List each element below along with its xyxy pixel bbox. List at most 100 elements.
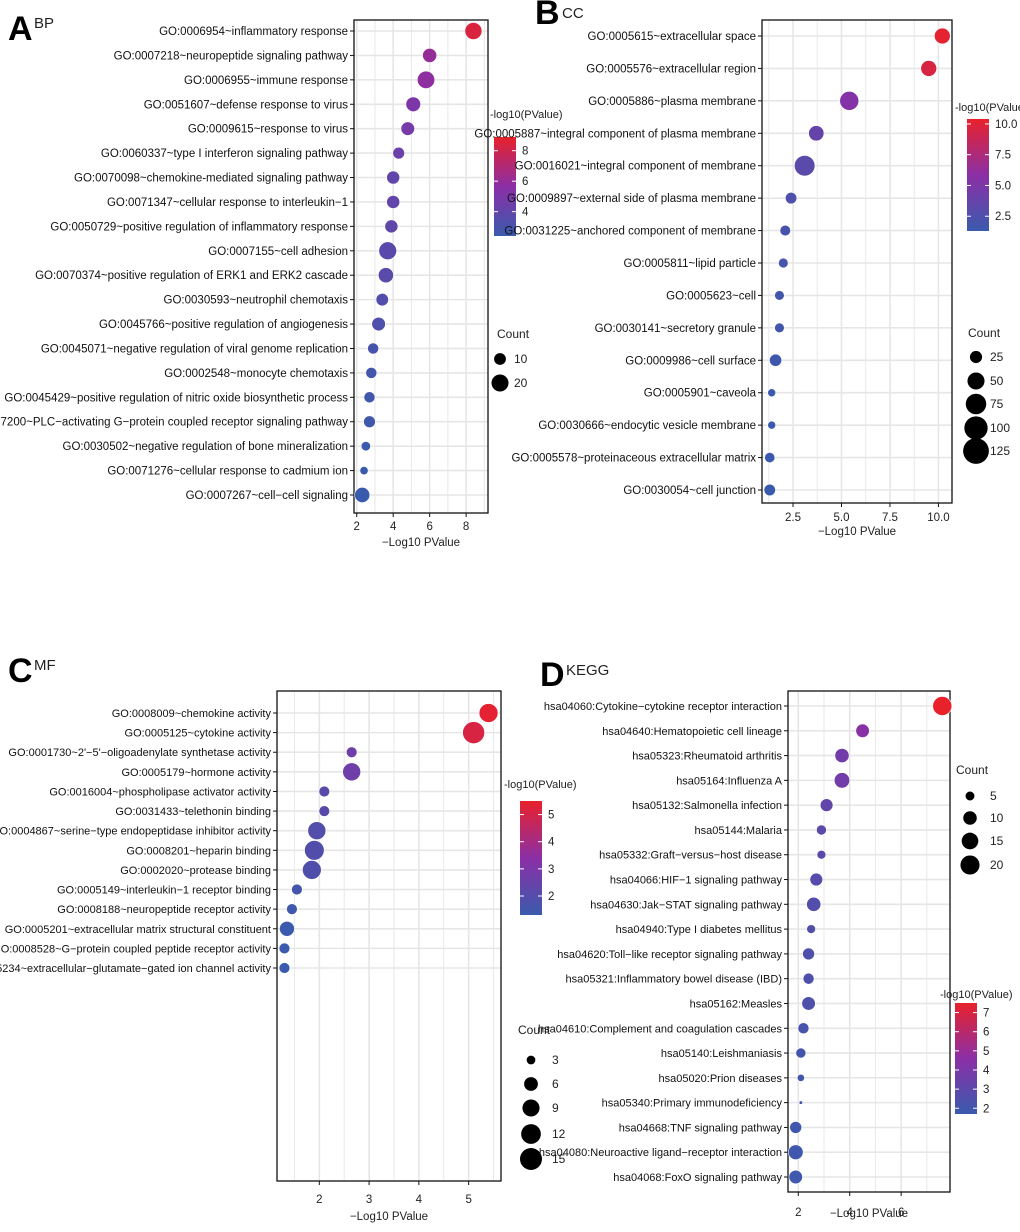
- data-point: [801, 996, 816, 1011]
- size-legend-dot: [967, 372, 985, 390]
- data-point: [462, 721, 485, 744]
- plot-area: [788, 691, 950, 1192]
- color-legend-title: -log10(PValue): [490, 109, 563, 121]
- x-tick-label: 6: [898, 1207, 904, 1219]
- panel-letter: B: [535, 0, 560, 32]
- term-label: hsa04630:Jak−STAT signaling pathway: [590, 899, 782, 911]
- color-tick-label: 7: [983, 1008, 989, 1020]
- panel-letter: C: [8, 652, 33, 690]
- term-label: GO:0009897~external side of plasma membr…: [507, 193, 756, 205]
- data-point: [779, 224, 791, 237]
- color-bar: [967, 119, 989, 231]
- term-label: GO:0005125~cytokine activity: [125, 728, 272, 740]
- term-label: GO:0030666~endocytic vesicle membrane: [538, 420, 756, 432]
- data-point: [769, 353, 783, 367]
- data-point: [767, 420, 777, 430]
- color-bar: [494, 137, 516, 236]
- size-legend-dot: [524, 1077, 538, 1091]
- color-legend-title: -log10(PValue): [955, 102, 1020, 114]
- data-point: [342, 762, 361, 782]
- data-point: [809, 872, 823, 887]
- size-legend-label: 12: [552, 1127, 566, 1141]
- size-legend-dot: [963, 438, 989, 464]
- x-axis-label: −Log10 PValue: [818, 526, 896, 538]
- x-axis-label: −Log10 PValue: [350, 1211, 428, 1223]
- color-tick-label: 5: [983, 1046, 989, 1058]
- size-legend-dot: [961, 832, 979, 850]
- term-label: GO:0005901~caveola: [644, 388, 757, 400]
- x-tick-label: 5: [465, 1194, 471, 1206]
- color-tick-label: 7.5: [995, 150, 1011, 162]
- term-label: GO:0009615~response to virus: [188, 124, 348, 136]
- size-legend-title: Count: [968, 326, 1001, 340]
- term-label: hsa05321:Inflammatory bowel disease (IBD…: [566, 974, 782, 986]
- term-label: GO:0008528~G−protein coupled peptide rec…: [0, 943, 271, 955]
- size-legend-dot: [494, 353, 506, 365]
- color-tick-label: 4: [983, 1065, 990, 1077]
- data-point: [798, 1100, 803, 1105]
- data-point: [808, 125, 825, 142]
- x-tick-label: 4: [847, 1207, 854, 1219]
- term-label: GO:0004867~serine−type endopeptidase inh…: [0, 826, 271, 838]
- size-legend-label: 9: [552, 1101, 559, 1115]
- size-legend-dot: [526, 1055, 536, 1065]
- x-tick-label: 8: [463, 521, 469, 533]
- term-label: GO:0070098~chemokine-mediated signaling …: [74, 173, 348, 185]
- data-point: [377, 267, 394, 284]
- panel-title: KEGG: [566, 662, 609, 679]
- panel-D: D KEGG hsa04060:Cytokine−cytokine receptor…: [538, 656, 1013, 1220]
- term-label: GO:0008009~chemokine activity: [112, 708, 272, 720]
- size-legend-dot: [520, 1148, 542, 1170]
- color-tick-label: 6: [983, 1027, 989, 1039]
- plot-area: [354, 20, 488, 513]
- term-label: GO:0031225~anchored component of membran…: [504, 226, 756, 238]
- data-point: [464, 22, 483, 40]
- term-label: GO:0051607~defense response to virus: [144, 99, 349, 111]
- term-label: GO:0045071~negative regulation of viral …: [41, 343, 348, 355]
- color-tick-label: 5.0: [995, 180, 1011, 192]
- data-point: [839, 91, 860, 111]
- x-tick-label: 4: [390, 521, 397, 533]
- data-point: [345, 746, 358, 758]
- term-label: GO:0070374~positive regulation of ERK1 a…: [35, 270, 348, 282]
- color-bar: [955, 1003, 977, 1114]
- x-axis-label: −Log10 PValue: [830, 1208, 908, 1220]
- term-label: GO:0005578~proteinaceous extracellular m…: [511, 453, 756, 465]
- term-label: GO:0005201~extracellular matrix structur…: [5, 924, 271, 936]
- x-tick-label: 7.5: [882, 512, 898, 524]
- data-point: [307, 821, 327, 841]
- term-label: GO:0005623~cell: [666, 290, 756, 302]
- term-label: GO:0007155~cell adhesion: [208, 246, 348, 258]
- data-point: [787, 1144, 804, 1160]
- term-label: hsa05132:Salmonella infection: [632, 800, 782, 812]
- panel-B: B CC GO:0005615~extracellular space GO:0005…: [474, 0, 1020, 538]
- data-point: [378, 241, 397, 261]
- term-label: hsa04940:Type I diabetes mellitus: [616, 924, 783, 936]
- color-tick-label: 4: [522, 207, 529, 219]
- x-tick-label: 5.0: [833, 512, 849, 524]
- data-point: [819, 798, 834, 812]
- data-point: [318, 785, 330, 798]
- data-point: [278, 942, 291, 955]
- data-point: [788, 1169, 803, 1185]
- term-label: GO:0005149~interleukin−1 receptor bindin…: [57, 885, 271, 897]
- data-point: [367, 342, 380, 355]
- plot-frame: [353, 19, 489, 514]
- size-legend-label: 10: [990, 811, 1004, 825]
- data-point: [386, 170, 401, 185]
- data-point: [816, 849, 827, 860]
- size-legend-dot: [521, 1124, 541, 1144]
- term-label: GO:0045429~positive regulation of nitric…: [4, 392, 348, 404]
- term-label: hsa04066:HIF−1 signaling pathway: [610, 875, 783, 887]
- term-label: GO:0016021~integral component of membran…: [515, 161, 756, 173]
- panel-title: CC: [562, 5, 584, 22]
- term-label: GO:0005576~extracellular region: [586, 63, 756, 75]
- x-tick-label: 4: [416, 1194, 423, 1206]
- term-label: GO:0016004~phospholipase activator activ…: [49, 786, 271, 798]
- panel-A: A BP GO:0006954~inflammatory response GO:00…: [0, 10, 563, 549]
- data-point: [796, 1073, 805, 1082]
- data-point: [286, 903, 298, 915]
- color-tick-label: 2.5: [995, 211, 1011, 223]
- data-point: [304, 840, 325, 861]
